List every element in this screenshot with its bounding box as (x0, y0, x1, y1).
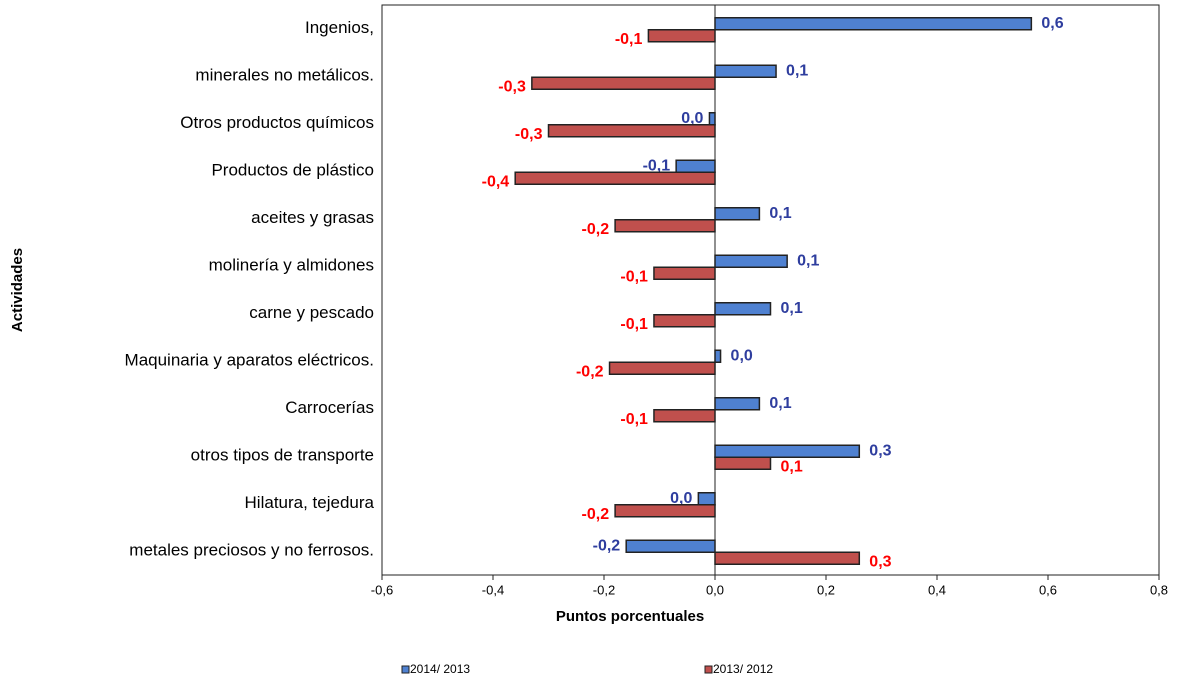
legend-swatch (401, 665, 410, 674)
bar (514, 171, 716, 185)
bar (653, 314, 716, 328)
value-label: 0,6 (1041, 15, 1063, 32)
value-label: 0,1 (781, 300, 803, 317)
bar (675, 159, 716, 173)
bar (697, 492, 716, 506)
value-label: 0,0 (670, 490, 692, 507)
bar (714, 207, 761, 221)
bar (714, 17, 1033, 31)
bar (653, 409, 716, 423)
value-label: 0,1 (769, 205, 791, 222)
category-label: otros tipos de transporte (191, 446, 374, 465)
value-label: 0,1 (786, 62, 808, 79)
category-label: Ingenios, (305, 18, 374, 37)
value-label: 0,1 (781, 458, 803, 475)
value-label: 0,1 (769, 395, 791, 412)
value-label: -0,2 (593, 537, 621, 554)
legend-label: 2013/ 2012 (713, 662, 773, 676)
value-label: -0,1 (643, 157, 671, 174)
value-label: -0,2 (576, 363, 604, 380)
value-label: -0,1 (620, 411, 648, 428)
value-label: -0,1 (620, 316, 648, 333)
value-label: -0,2 (582, 506, 610, 523)
category-label: aceites y grasas (251, 208, 374, 227)
value-label: -0,4 (482, 173, 510, 190)
x-tick-label: -0,4 (482, 582, 504, 597)
value-label: -0,3 (515, 126, 543, 143)
bar (625, 539, 716, 553)
bar (647, 29, 716, 43)
category-label: Productos de plástico (211, 161, 374, 180)
y-axis-title: Actividades (9, 248, 26, 332)
category-label: Maquinaria y aparatos eléctricos. (125, 351, 374, 370)
bar (547, 124, 716, 138)
value-label: -0,1 (615, 31, 643, 48)
category-label: Otros productos químicos (180, 113, 374, 132)
x-tick-label: 0,2 (817, 582, 835, 597)
x-tick-label: 0,0 (706, 582, 724, 597)
value-label: -0,2 (582, 221, 610, 238)
category-label: minerales no metálicos. (195, 66, 374, 85)
x-tick-label: -0,2 (593, 582, 615, 597)
value-label: -0,3 (498, 78, 526, 95)
bar (714, 254, 788, 268)
value-label: 0,3 (869, 442, 891, 459)
category-label: metales preciosos y no ferrosos. (129, 541, 374, 560)
x-axis-title: Puntos porcentuales (556, 608, 704, 625)
category-label: carne y pescado (249, 303, 374, 322)
bar (714, 551, 861, 565)
x-tick-label: 0,6 (1039, 582, 1057, 597)
bar (653, 266, 716, 280)
bar (714, 444, 861, 458)
value-label: 0,0 (731, 347, 753, 364)
x-tick-label: 0,8 (1150, 582, 1168, 597)
x-tick-label: -0,6 (371, 582, 393, 597)
category-label: Hilatura, tejedura (245, 493, 375, 512)
bar (614, 504, 716, 518)
bar (714, 302, 772, 316)
value-label: -0,1 (620, 268, 648, 285)
bar (531, 76, 716, 90)
value-label: 0,3 (869, 553, 891, 570)
category-label: Carrocerías (285, 398, 374, 417)
bar (608, 361, 716, 375)
legend-label: 2014/ 2013 (410, 662, 470, 676)
bar (714, 349, 722, 363)
category-label: molinería y almidones (209, 256, 374, 275)
x-tick-label: 0,4 (928, 582, 946, 597)
legend-swatch (704, 665, 713, 674)
bar (714, 456, 772, 470)
value-label: 0,1 (797, 252, 819, 269)
bar (708, 112, 716, 126)
plot-frame (381, 4, 1160, 576)
bar (614, 219, 716, 233)
bar (714, 397, 761, 411)
value-label: 0,0 (681, 110, 703, 127)
bar (714, 64, 777, 78)
